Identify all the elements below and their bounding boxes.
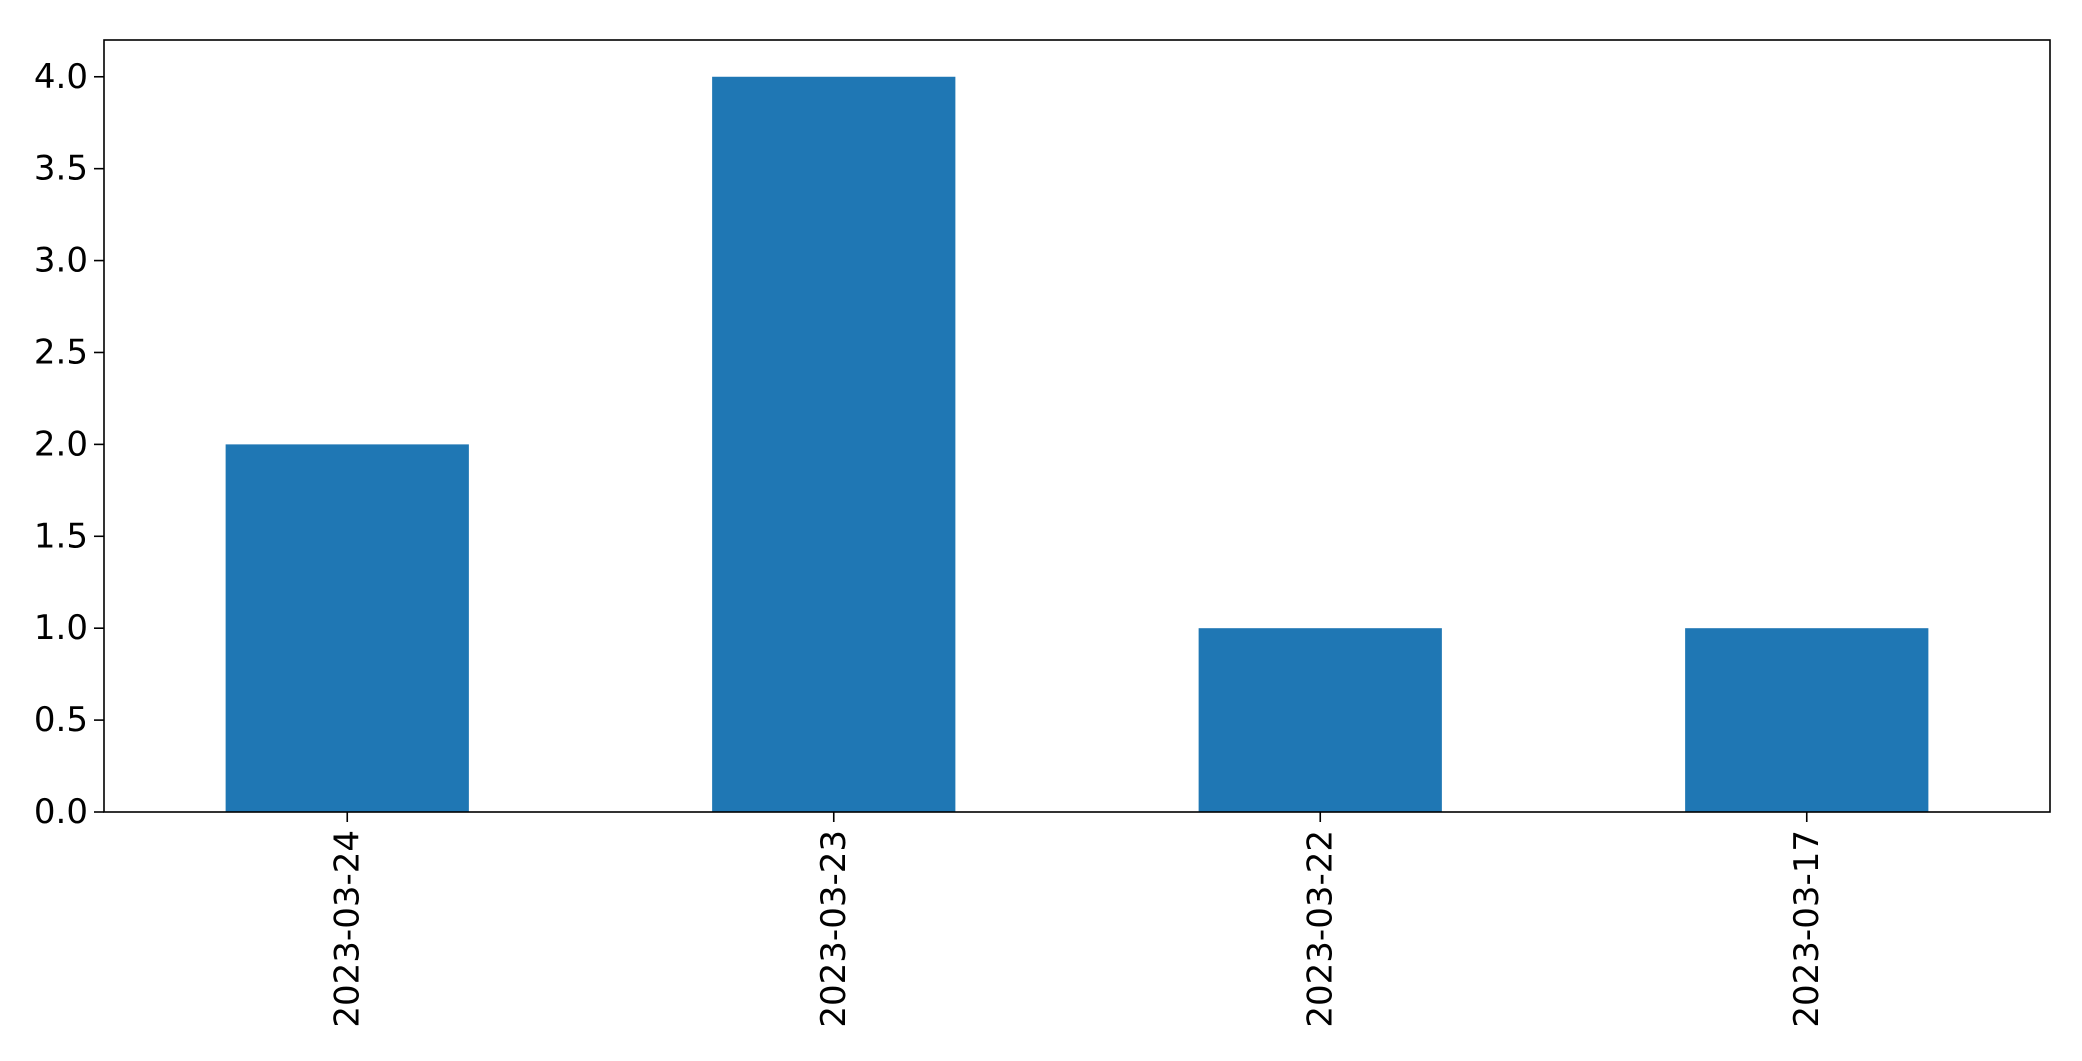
y-tick-label: 4.0 (34, 57, 88, 97)
bar-2023-03-24 (225, 444, 469, 812)
plot-frame (103, 39, 2051, 813)
bars-layer (225, 76, 1929, 812)
y-tick-label: 1.0 (34, 608, 88, 648)
y-tick-label: 0.0 (34, 792, 88, 832)
y-tick-label: 0.5 (34, 700, 88, 740)
bar-2023-03-22 (1198, 628, 1442, 812)
x-tick-label: 2023-03-23 (814, 830, 854, 1028)
x-tick-label: 2023-03-22 (1300, 830, 1340, 1028)
bar-2023-03-17 (1685, 628, 1929, 812)
x-tick-label: 2023-03-24 (327, 830, 367, 1028)
x-tick-label: 2023-03-17 (1787, 830, 1827, 1028)
x-axis: 2023-03-24 2023-03-23 2023-03-22 2023-03-17 (327, 812, 1827, 1028)
y-tick-label: 1.5 (34, 516, 88, 556)
y-tick-label: 2.0 (34, 424, 88, 464)
y-tick-label: 3.0 (34, 241, 88, 281)
y-axis: 0.0 0.5 1.0 1.5 2.0 2.5 3.0 3.5 4.0 (34, 57, 104, 832)
y-tick-label: 3.5 (34, 149, 88, 189)
y-tick-label: 2.5 (34, 332, 88, 372)
bar-2023-03-23 (712, 76, 956, 812)
